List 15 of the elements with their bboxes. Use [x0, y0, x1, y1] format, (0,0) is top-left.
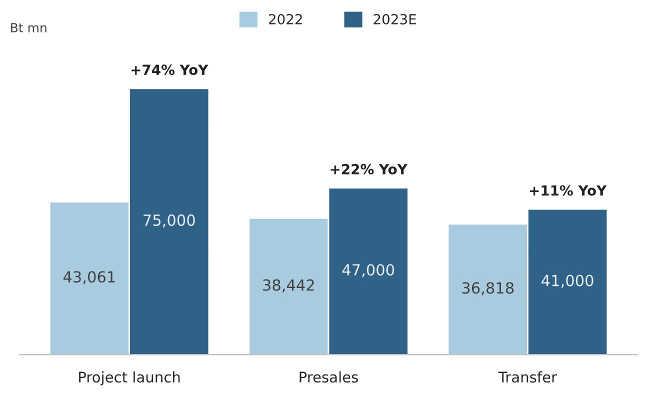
- legend-label: 2022: [268, 14, 302, 25]
- data-label: 36,818: [462, 282, 514, 296]
- data-label: 47,000: [342, 264, 394, 278]
- data-label: 38,442: [263, 279, 314, 292]
- annotation: +11% YoY: [530, 185, 607, 196]
- x-tick-label: Transfer: [498, 371, 558, 383]
- x-tick-label: Project launch: [79, 371, 180, 386]
- x-tick-label: Presales: [300, 371, 358, 383]
- annotation: +74% YoY: [132, 64, 208, 76]
- data-label: 75,000: [144, 214, 195, 228]
- data-label: 41,000: [542, 274, 594, 288]
- legend-label: 2023E: [374, 14, 416, 25]
- data-label: 43,061: [63, 271, 115, 284]
- annotation: +22% YoY: [330, 164, 408, 174]
- y-axis-title: Bt mn: [11, 23, 46, 32]
